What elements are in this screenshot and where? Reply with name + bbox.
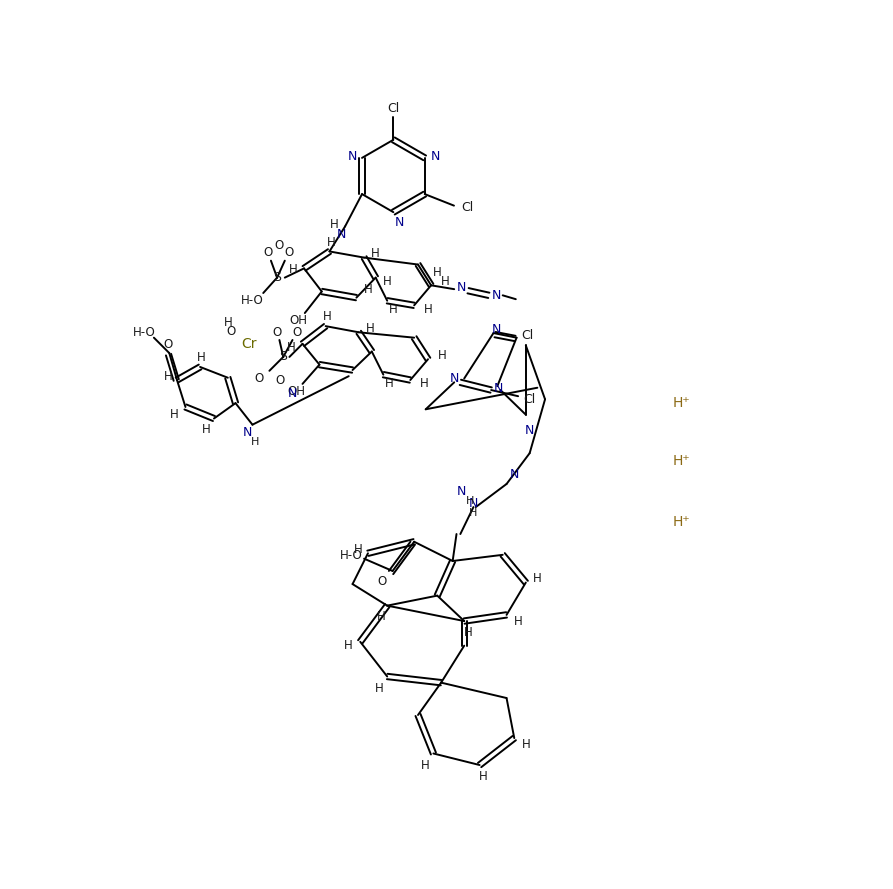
Text: H: H xyxy=(389,303,397,316)
Text: OH: OH xyxy=(288,385,305,398)
Text: H: H xyxy=(513,614,522,628)
Text: N: N xyxy=(457,485,466,498)
Text: N: N xyxy=(242,426,252,439)
Text: H: H xyxy=(251,436,260,446)
Text: N: N xyxy=(492,289,501,302)
Text: N: N xyxy=(348,150,357,163)
Text: H: H xyxy=(463,626,472,639)
Text: H: H xyxy=(288,341,296,354)
Text: Cr: Cr xyxy=(241,337,256,351)
Text: H: H xyxy=(440,275,449,288)
Text: N: N xyxy=(395,216,405,229)
Text: H: H xyxy=(171,408,179,421)
Text: H: H xyxy=(371,247,380,260)
Text: H: H xyxy=(522,738,530,750)
Text: H: H xyxy=(289,263,297,276)
Text: O: O xyxy=(263,246,272,260)
Text: O: O xyxy=(284,246,293,260)
Text: H: H xyxy=(465,496,474,506)
Text: N: N xyxy=(525,423,534,436)
Text: H: H xyxy=(377,610,386,623)
Text: H: H xyxy=(375,682,384,694)
Text: O: O xyxy=(377,575,387,589)
Text: H: H xyxy=(163,370,172,382)
Text: H: H xyxy=(330,219,338,231)
Text: H-O: H-O xyxy=(241,294,263,308)
Text: H: H xyxy=(327,236,336,249)
Text: O: O xyxy=(272,325,281,339)
Text: H: H xyxy=(438,348,446,362)
Text: H: H xyxy=(197,351,206,364)
Text: H: H xyxy=(345,639,353,653)
Text: H⁺: H⁺ xyxy=(672,396,690,410)
Text: H: H xyxy=(433,267,442,279)
Text: H: H xyxy=(202,423,211,436)
Text: O: O xyxy=(254,372,263,385)
Text: H: H xyxy=(385,377,394,390)
Text: H: H xyxy=(355,543,363,556)
Text: H: H xyxy=(420,377,429,390)
Text: H⁺: H⁺ xyxy=(672,454,690,468)
Text: S: S xyxy=(273,271,281,284)
Text: N: N xyxy=(430,150,440,163)
Text: Cl: Cl xyxy=(462,202,474,214)
Text: N: N xyxy=(288,388,297,400)
Text: H: H xyxy=(383,275,392,288)
Text: N: N xyxy=(469,497,478,509)
Text: H: H xyxy=(469,509,478,518)
Text: O: O xyxy=(226,325,236,338)
Text: H: H xyxy=(322,310,331,324)
Text: H: H xyxy=(423,302,432,316)
Text: Cl: Cl xyxy=(522,329,533,342)
Text: H: H xyxy=(363,283,372,296)
Text: H: H xyxy=(421,758,430,772)
Text: H: H xyxy=(223,316,232,329)
Text: H⁺: H⁺ xyxy=(672,516,690,530)
Text: Cl: Cl xyxy=(388,102,399,116)
Text: O: O xyxy=(163,338,172,351)
Text: H-O: H-O xyxy=(339,549,363,562)
Text: N: N xyxy=(492,324,501,336)
Text: N: N xyxy=(494,382,504,395)
Text: N: N xyxy=(457,281,466,294)
Text: O: O xyxy=(276,373,285,387)
Text: O: O xyxy=(275,239,284,252)
Text: Cl: Cl xyxy=(523,393,536,405)
Text: OH: OH xyxy=(289,314,308,327)
Text: O: O xyxy=(293,325,302,339)
Text: N: N xyxy=(510,469,519,481)
Text: N: N xyxy=(337,228,346,241)
Text: S: S xyxy=(280,350,288,364)
Text: H: H xyxy=(479,770,488,783)
Text: H-O: H-O xyxy=(133,325,156,339)
Text: N: N xyxy=(449,372,459,385)
Text: H: H xyxy=(533,573,542,585)
Text: H: H xyxy=(366,322,375,335)
